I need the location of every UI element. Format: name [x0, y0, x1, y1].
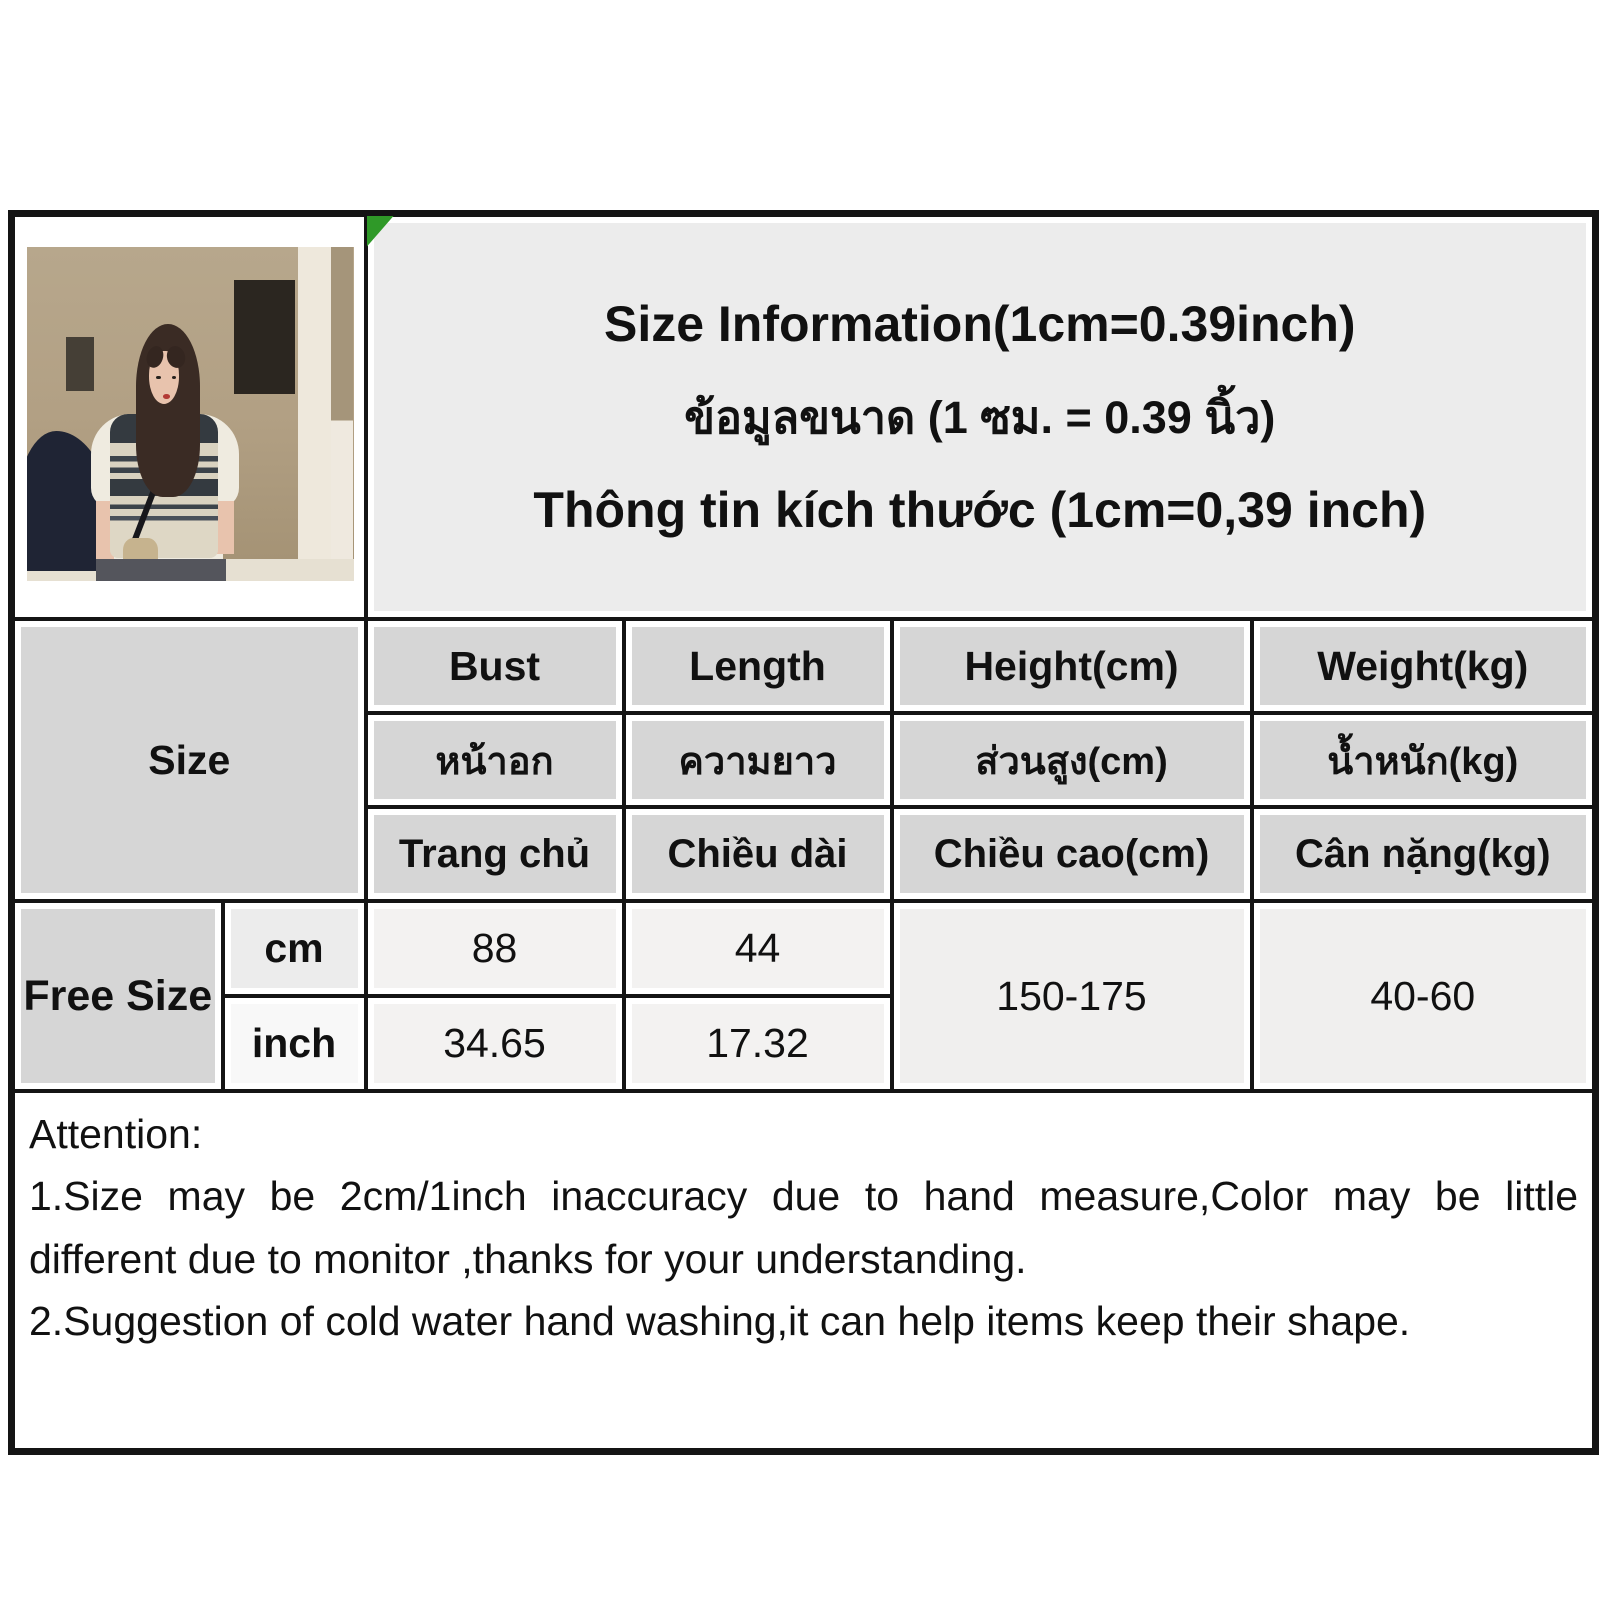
bust-inch-cell: 34.65: [363, 994, 626, 1093]
model-photo-cell: [9, 211, 368, 621]
unit-inch-cell: inch: [220, 994, 368, 1093]
header-length-vi: Chiều dài: [621, 805, 894, 903]
header-height-en: Height(cm): [889, 617, 1254, 715]
corner-size-cell: Size: [9, 617, 368, 903]
title-line-vietnamese: Thông tin kích thước (1cm=0,39 inch): [533, 482, 1427, 538]
attention-item-1: 1.Size may be 2cm/1inch inaccuracy due t…: [29, 1173, 1579, 1282]
header-height-th: ส่วนสูง(cm): [889, 711, 1254, 809]
photo-door-frame: [297, 247, 331, 581]
attention-cell: Attention: 1.Size may be 2cm/1inch inacc…: [9, 1089, 1598, 1454]
header-weight-vi-label: Cân nặng(kg): [1259, 815, 1587, 893]
bust-cm-value: 88: [373, 909, 616, 988]
model-skirt: [95, 559, 227, 581]
header-length-th: ความยาว: [621, 711, 894, 809]
height-range-value: 150-175: [899, 909, 1244, 1083]
header-weight-en-label: Weight(kg): [1259, 627, 1587, 705]
free-size-label: Free Size: [21, 909, 215, 1083]
bust-cm-cell: 88: [363, 899, 626, 998]
header-bust-en-label: Bust: [373, 627, 616, 705]
header-length-th-label: ความยาว: [631, 721, 884, 799]
header-weight-th: น้ำหนัก(kg): [1249, 711, 1598, 809]
header-bust-th: หน้าอก: [363, 711, 626, 809]
unit-cm-label: cm: [230, 909, 358, 988]
attention-item-2: 2.Suggestion of cold water hand washing,…: [29, 1297, 1411, 1344]
model-eye-right: [171, 375, 177, 380]
weight-range-value: 40-60: [1259, 909, 1587, 1083]
free-size-cell: Free Size: [9, 899, 225, 1093]
header-length-en-label: Length: [631, 627, 884, 705]
size-chart-sheet: Size Information(1cm=0.39inch) ข้อมูลขนา…: [8, 210, 1600, 1455]
photo-wall-frame-large: [234, 280, 295, 394]
header-weight-vi: Cân nặng(kg): [1249, 805, 1598, 903]
unit-cm-cell: cm: [220, 899, 368, 998]
header-bust-vi: Trang chủ: [363, 805, 626, 903]
header-row-thai: หน้าอก ความยาว ส่วนสูง(cm) น้ำหนัก(kg): [12, 711, 1598, 809]
model-arm-right: [216, 500, 235, 555]
header-bust-th-label: หน้าอก: [373, 721, 616, 799]
model-eye-left: [155, 375, 161, 380]
weight-range-cell: 40-60: [1249, 899, 1598, 1093]
model-lips: [162, 393, 171, 399]
attention-block: Attention: 1.Size may be 2cm/1inch inacc…: [29, 1103, 1578, 1352]
length-inch-cell: 17.32: [621, 994, 894, 1093]
title-line-thai: ข้อมูลขนาด (1 ซม. = 0.39 นิ้ว): [684, 392, 1276, 443]
attention-heading: Attention:: [29, 1111, 203, 1157]
title-cell: Size Information(1cm=0.39inch) ข้อมูลขนา…: [363, 211, 1598, 621]
header-weight-en: Weight(kg): [1249, 617, 1598, 715]
data-row-inch: inch 34.65 17.32: [12, 994, 1596, 1093]
header-row-vietnamese: Trang chủ Chiều dài Chiều cao(cm) Cân nặ…: [12, 805, 1598, 903]
header-height-th-label: ส่วนสูง(cm): [899, 721, 1244, 799]
header-length-en: Length: [621, 617, 894, 715]
corner-size-label: Size: [21, 627, 358, 893]
header-length-vi-label: Chiều dài: [631, 815, 884, 893]
data-row-cm: Free Size cm 88 44 150-175 40-60: [9, 899, 1598, 1093]
header-height-vi: Chiều cao(cm): [889, 805, 1254, 903]
photo-wall-right: [330, 247, 354, 581]
bust-inch-value: 34.65: [373, 1004, 616, 1083]
header-height-vi-label: Chiều cao(cm): [899, 815, 1244, 893]
header-bust-en: Bust: [363, 617, 626, 715]
header-bust-vi-label: Trang chủ: [373, 815, 616, 893]
attention-row: Attention: 1.Size may be 2cm/1inch inacc…: [9, 1089, 1598, 1454]
unit-inch-label: inch: [230, 1004, 358, 1083]
title-line-english: Size Information(1cm=0.39inch): [603, 296, 1356, 352]
header-weight-th-label: น้ำหนัก(kg): [1259, 721, 1587, 799]
length-inch-value: 17.32: [631, 1004, 884, 1083]
top-row: Size Information(1cm=0.39inch) ข้อมูลขนา…: [9, 211, 1598, 621]
length-cm-cell: 44: [621, 899, 894, 998]
model-photo: [27, 247, 354, 581]
header-row-english: Size Bust Length Height(cm) Weight(kg): [9, 617, 1598, 903]
height-range-cell: 150-175: [889, 899, 1254, 1093]
title-block: Size Information(1cm=0.39inch) ข้อมูลขนา…: [373, 223, 1587, 611]
length-cm-value: 44: [631, 909, 884, 988]
size-chart-table: Size Information(1cm=0.39inch) ข้อมูลขนา…: [8, 210, 1600, 1455]
header-height-en-label: Height(cm): [899, 627, 1244, 705]
photo-wall-frame-small: [66, 337, 94, 391]
